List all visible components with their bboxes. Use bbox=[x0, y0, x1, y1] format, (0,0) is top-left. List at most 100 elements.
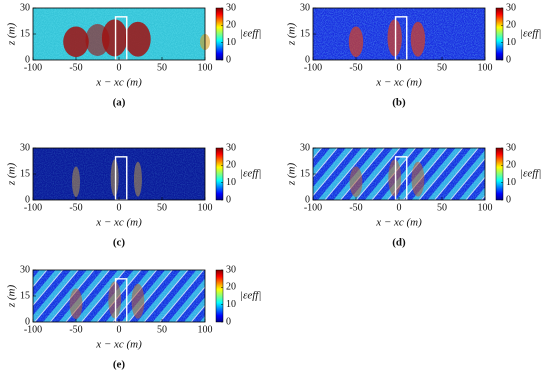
colorbar-tick-label: 0 bbox=[506, 54, 511, 65]
tree-scatter bbox=[108, 281, 122, 319]
x-tick-label: 0 bbox=[117, 324, 122, 335]
x-axis-label: x − xc (m) bbox=[375, 217, 422, 229]
y-tick-label: 30 bbox=[300, 142, 310, 153]
x-tick-label: -100 bbox=[24, 324, 42, 335]
x-tick-label: 100 bbox=[478, 202, 493, 213]
x-tick-label: -100 bbox=[24, 202, 42, 213]
x-tick-label: 0 bbox=[117, 202, 122, 213]
colorbar bbox=[215, 147, 224, 201]
y-tick-label: 0 bbox=[25, 194, 30, 205]
panel: -100 -50 0 50 100 0 15 30 x − xc (m) z (m) 0 10 20 30… bbox=[286, 142, 542, 248]
x-tick-label: -50 bbox=[69, 62, 82, 73]
y-tick-label: 15 bbox=[20, 28, 30, 39]
colorbar-tick-label: 30 bbox=[506, 142, 516, 153]
colorbar-label: |εeff| bbox=[240, 168, 261, 180]
colorbar bbox=[495, 147, 504, 201]
y-tick-label: 0 bbox=[305, 54, 310, 65]
tree-scatter bbox=[85, 24, 110, 56]
y-tick-label: 15 bbox=[300, 28, 310, 39]
x-tick-label: 100 bbox=[198, 324, 213, 335]
tree-scatter bbox=[133, 161, 142, 197]
tree-scatter bbox=[131, 283, 145, 319]
x-tick-label: 0 bbox=[397, 202, 402, 213]
y-axis-label: z (m) bbox=[286, 163, 298, 187]
tree-scatter bbox=[125, 21, 151, 57]
y-tick-label: 15 bbox=[20, 168, 30, 179]
x-tick-label: -50 bbox=[69, 202, 82, 213]
colorbar-tick-label: 20 bbox=[506, 160, 516, 171]
tree-scatter bbox=[388, 159, 402, 197]
panel: -100 -50 0 50 100 0 15 30 x − xc (m) z (m) 0 10 20 30… bbox=[6, 264, 262, 370]
y-axis-label: z (m) bbox=[6, 285, 18, 309]
y-tick-label: 30 bbox=[20, 2, 30, 13]
tree-scatter bbox=[69, 288, 83, 320]
tree-scatter bbox=[348, 26, 364, 58]
heatmap-noise bbox=[33, 148, 205, 200]
x-tick-label: -100 bbox=[304, 62, 322, 73]
colorbar-label: |εeff| bbox=[520, 28, 541, 40]
panel-label: (c) bbox=[113, 237, 126, 249]
colorbar-tick-label: 10 bbox=[226, 37, 236, 48]
tree-scatter bbox=[110, 159, 119, 197]
colorbar-tick-label: 20 bbox=[226, 160, 236, 171]
x-tick-label: 100 bbox=[478, 62, 493, 73]
colorbar-tick-label: 20 bbox=[506, 20, 516, 31]
y-tick-label: 30 bbox=[20, 264, 30, 275]
tree-scatter bbox=[63, 26, 89, 58]
colorbar-label: |εeff| bbox=[240, 290, 261, 302]
panel-label: (b) bbox=[392, 97, 406, 109]
x-axis-label: x − xc (m) bbox=[95, 339, 142, 351]
x-axis-label: x − xc (m) bbox=[95, 77, 142, 89]
x-axis-label: x − xc (m) bbox=[375, 77, 422, 89]
x-tick-label: 50 bbox=[157, 324, 167, 335]
y-tick-label: 0 bbox=[305, 194, 310, 205]
x-tick-label: -100 bbox=[304, 202, 322, 213]
y-tick-label: 0 bbox=[25, 54, 30, 65]
x-tick-label: -50 bbox=[349, 62, 362, 73]
x-tick-label: 100 bbox=[198, 62, 213, 73]
colorbar-tick-label: 0 bbox=[226, 54, 231, 65]
tree-scatter bbox=[349, 166, 363, 198]
panel-label: (e) bbox=[113, 359, 126, 371]
colorbar-tick-label: 20 bbox=[226, 20, 236, 31]
colorbar-tick-label: 0 bbox=[226, 194, 231, 205]
y-axis-label: z (m) bbox=[6, 163, 18, 187]
colorbar bbox=[215, 269, 224, 323]
panel: -100 -50 0 50 100 0 15 30 x − xc (m) z (m) 0 10 20 30… bbox=[6, 142, 262, 248]
x-tick-label: -50 bbox=[349, 202, 362, 213]
tree-scatter bbox=[72, 166, 80, 198]
colorbar-tick-label: 0 bbox=[226, 316, 231, 327]
panel-label: (d) bbox=[392, 237, 406, 249]
y-tick-label: 30 bbox=[20, 142, 30, 153]
y-axis-label: z (m) bbox=[286, 23, 298, 47]
x-tick-label: 0 bbox=[397, 62, 402, 73]
y-tick-label: 0 bbox=[25, 316, 30, 327]
colorbar-tick-label: 10 bbox=[226, 177, 236, 188]
x-axis-label: x − xc (m) bbox=[95, 217, 142, 229]
colorbar-tick-label: 30 bbox=[226, 142, 236, 153]
panel: -100 -50 0 50 100 0 15 30 x − xc (m) z (m) 0 10 20 30… bbox=[286, 2, 542, 108]
colorbar-tick-label: 10 bbox=[506, 37, 516, 48]
colorbar-tick-label: 30 bbox=[226, 264, 236, 275]
colorbar-tick-label: 10 bbox=[506, 177, 516, 188]
colorbar-label: |εeff| bbox=[520, 168, 541, 180]
colorbar bbox=[215, 7, 224, 61]
colorbar-label: |εeff| bbox=[240, 28, 261, 40]
panel: -100 -50 0 50 100 0 15 30 x − xc (m) z (m) 0 10 20 30… bbox=[6, 2, 262, 108]
x-tick-label: 0 bbox=[117, 62, 122, 73]
colorbar-tick-label: 30 bbox=[226, 2, 236, 13]
y-axis-label: z (m) bbox=[6, 23, 18, 47]
x-tick-label: 50 bbox=[437, 202, 447, 213]
x-tick-label: 50 bbox=[157, 202, 167, 213]
y-tick-label: 15 bbox=[300, 168, 310, 179]
x-tick-label: -100 bbox=[24, 62, 42, 73]
colorbar-tick-label: 0 bbox=[506, 194, 511, 205]
x-tick-label: -50 bbox=[69, 324, 82, 335]
colorbar-tick-label: 20 bbox=[226, 282, 236, 293]
tree-scatter bbox=[387, 19, 402, 57]
x-tick-label: 50 bbox=[437, 62, 447, 73]
y-tick-label: 15 bbox=[20, 290, 30, 301]
tree-scatter bbox=[101, 19, 128, 57]
y-tick-label: 30 bbox=[300, 2, 310, 13]
colorbar bbox=[495, 7, 504, 61]
